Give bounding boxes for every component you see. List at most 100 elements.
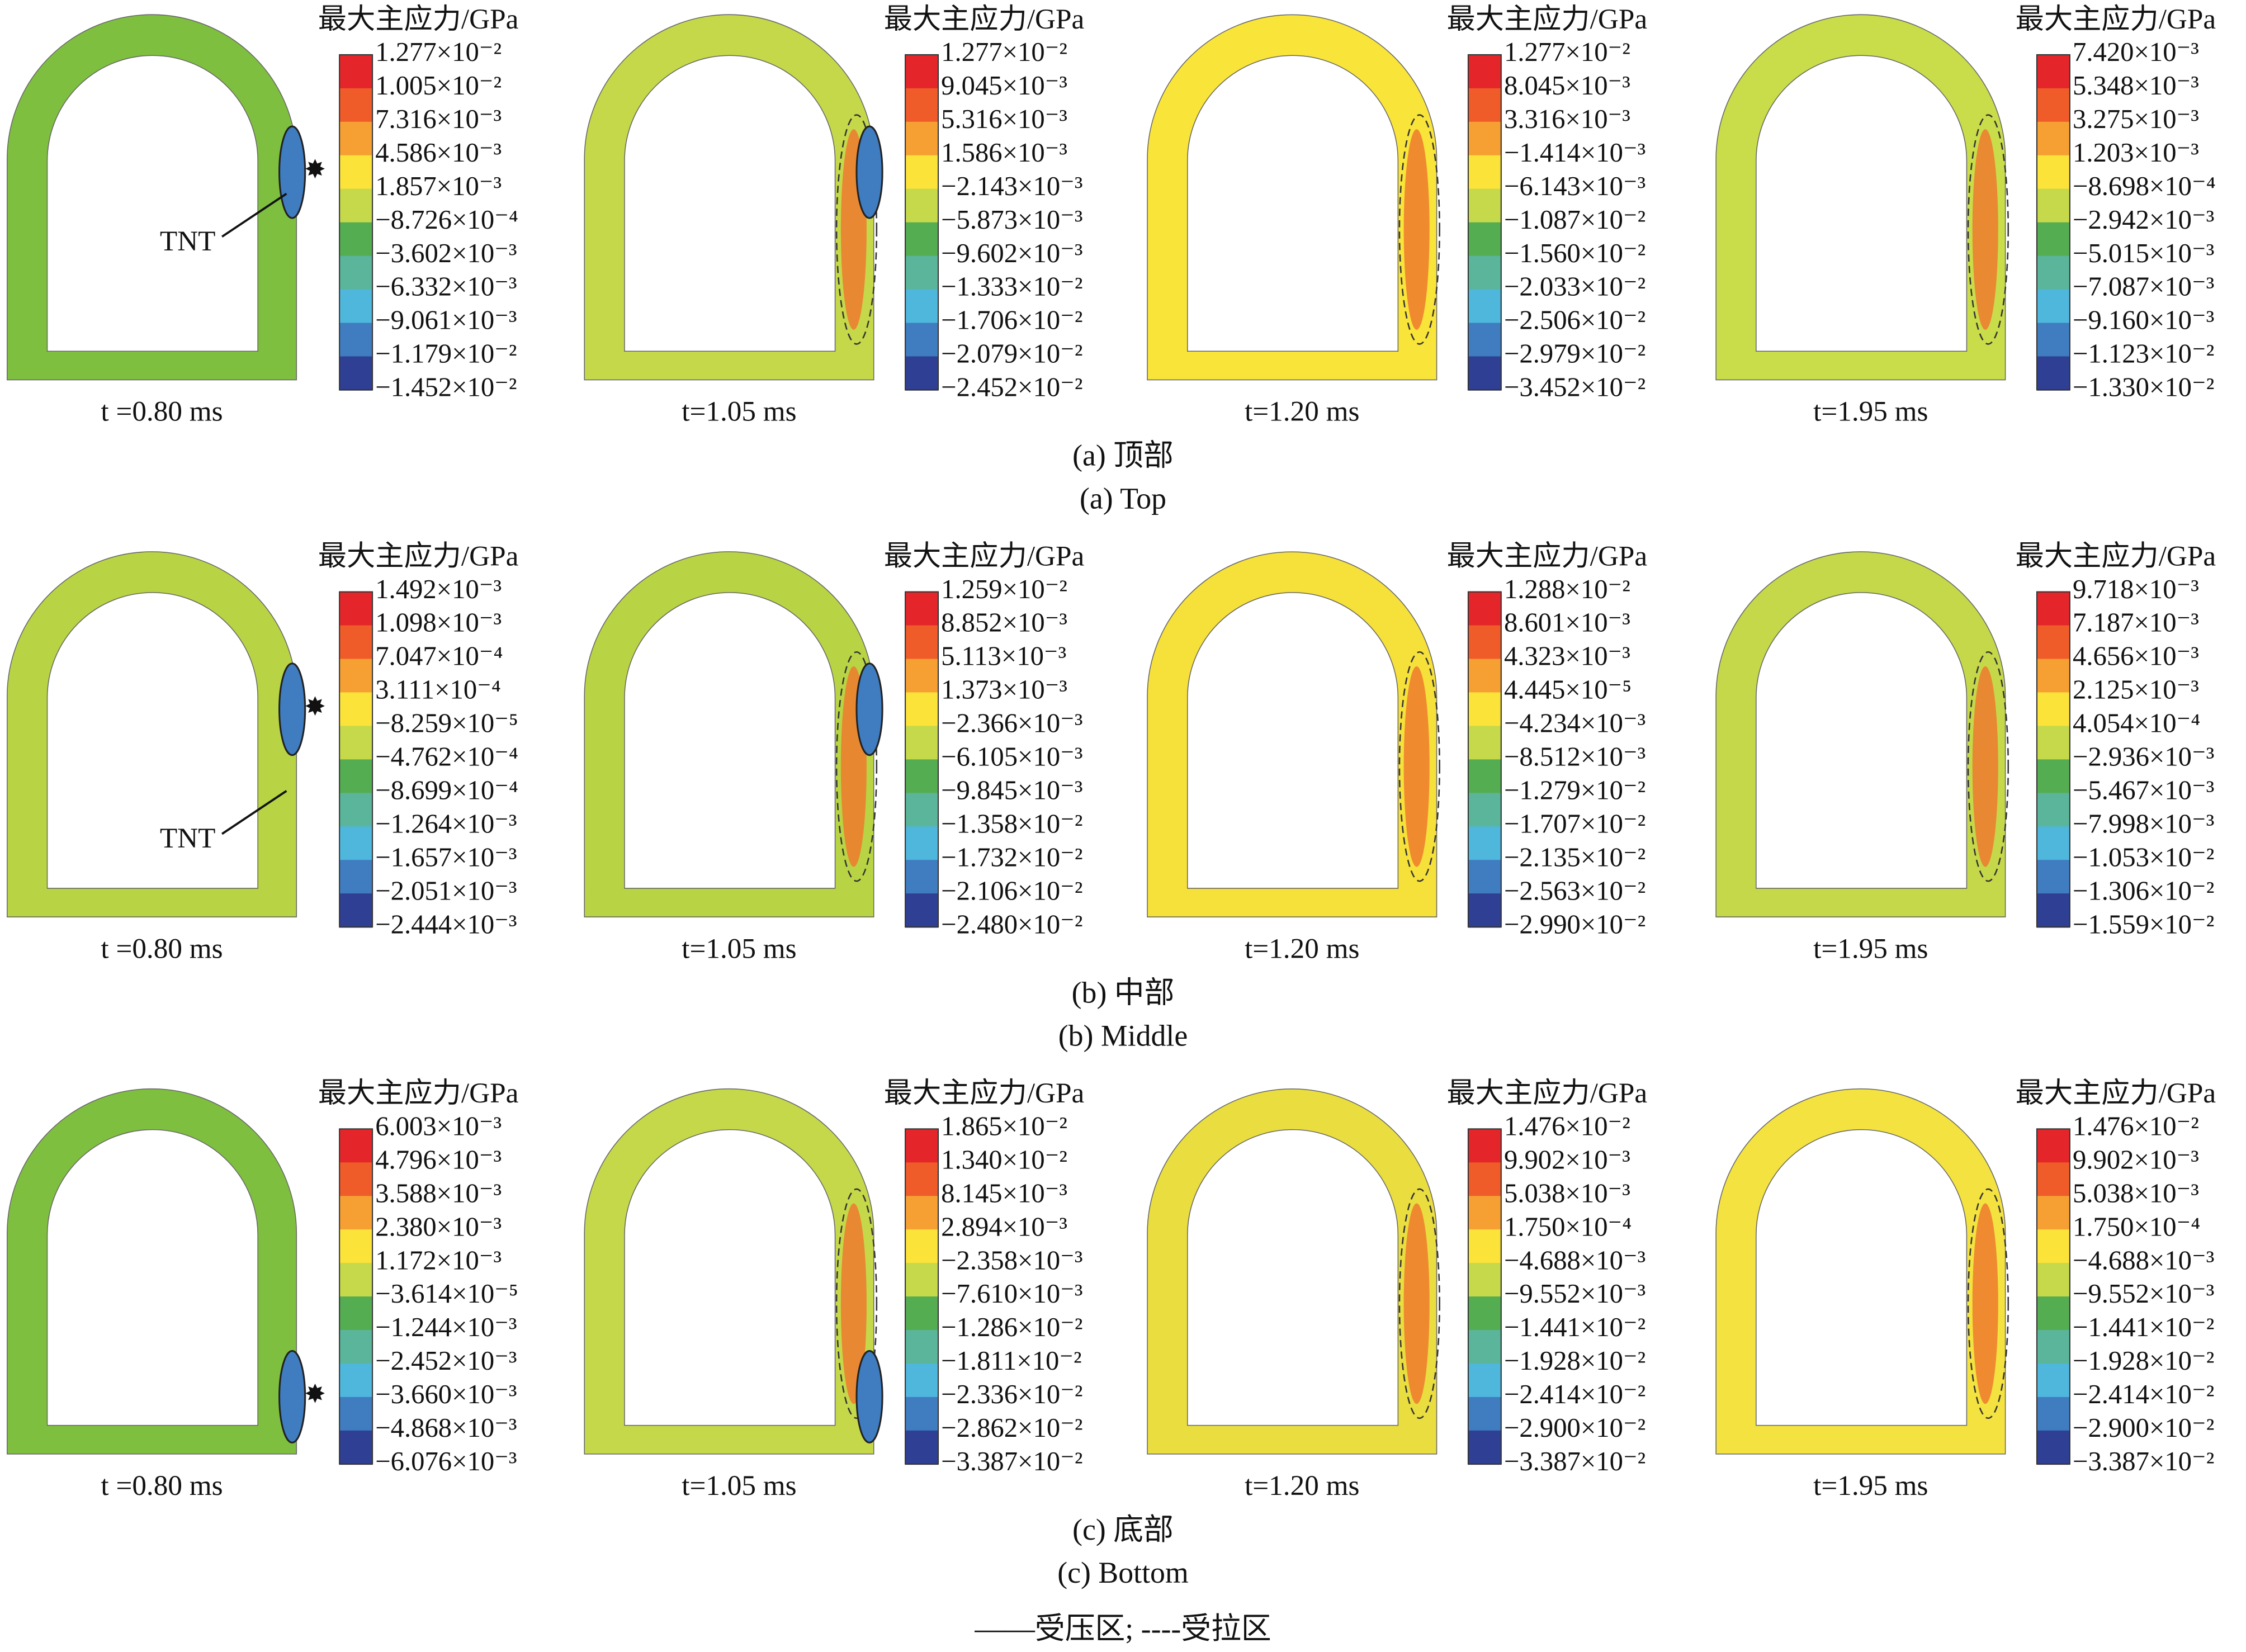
colorbar-tick-label: −2.900×10⁻² — [1504, 1413, 1646, 1443]
time-label: t=1.95 ms — [1813, 1470, 1928, 1502]
colorbar-band — [2036, 1397, 2070, 1432]
colorbar-tick-label: −6.076×10⁻³ — [375, 1446, 517, 1476]
time-label: t=1.05 ms — [682, 1470, 796, 1502]
colorbar-band — [905, 1229, 939, 1264]
colorbar-band — [905, 1397, 939, 1432]
tension-zone — [835, 1188, 878, 1419]
colorbar-frame — [1467, 591, 1502, 928]
colorbar-band — [905, 188, 939, 223]
colorbar-tick-label: −8.699×10⁻⁴ — [375, 775, 518, 805]
colorbar-band — [2036, 222, 2070, 257]
panel: ✸ 6.003×10⁻³4.796×10⁻³3.588×10⁻³2.380×10⁻… — [7, 1077, 519, 1502]
colorbar-tick-label: −1.441×10⁻² — [2073, 1312, 2214, 1342]
colorbar-band — [339, 625, 373, 660]
colorbar-tick-label: −1.179×10⁻² — [375, 339, 517, 369]
colorbar-band — [2036, 255, 2070, 290]
colorbar-band — [1468, 1397, 1501, 1432]
caption-cn: (b) 中部 — [1072, 976, 1175, 1009]
colorbar-band — [905, 255, 939, 290]
colorbar-tick-label: −1.707×10⁻² — [1504, 808, 1646, 839]
colorbar-band — [2036, 1129, 2070, 1163]
tension-zone — [1967, 1188, 2009, 1419]
caption-en: (c) Bottom — [1057, 1556, 1189, 1589]
colorbar-title: 最大主应力/GPa — [884, 540, 1085, 572]
colorbar-band — [1468, 1330, 1501, 1365]
colorbar-tick-label: −1.441×10⁻² — [1504, 1312, 1646, 1342]
colorbar-tick-label: −9.602×10⁻³ — [941, 238, 1082, 268]
colorbar-tick-label: −7.610×10⁻³ — [941, 1279, 1082, 1309]
colorbar-frame — [905, 591, 939, 928]
colorbar-tick-label: −2.563×10⁻² — [1504, 875, 1646, 906]
tension-zone — [1398, 114, 1440, 345]
colorbar-band — [339, 1196, 373, 1230]
colorbar-band — [1468, 659, 1501, 693]
colorbar-tick-label: −1.657×10⁻³ — [375, 842, 517, 872]
colorbar-title: 最大主应力/GPa — [2016, 540, 2216, 572]
colorbar-tick-label: −5.873×10⁻³ — [941, 205, 1082, 235]
colorbar-tick-label: 1.277×10⁻² — [1504, 37, 1630, 67]
colorbar-tick-label: 4.445×10⁻⁵ — [1504, 675, 1632, 705]
time-label: t=1.95 ms — [1813, 396, 1928, 428]
time-label: t=1.05 ms — [682, 396, 796, 428]
colorbar-tick-label: 9.902×10⁻³ — [1504, 1144, 1630, 1175]
colorbar-band — [905, 88, 939, 123]
colorbar-band — [905, 121, 939, 157]
colorbar-band — [905, 1363, 939, 1398]
colorbar-tick-label: 1.476×10⁻² — [2073, 1111, 2199, 1142]
colorbar-tick-label: −3.660×10⁻³ — [375, 1379, 517, 1409]
colorbar-tick-label: 9.718×10⁻³ — [2073, 574, 2199, 604]
colorbar-tick-label: 9.045×10⁻³ — [941, 70, 1067, 101]
colorbar-band — [1468, 1430, 1501, 1465]
colorbar-band — [2036, 188, 2070, 223]
colorbar-tick-label: −2.143×10⁻³ — [941, 171, 1082, 201]
annotation: TNT — [160, 822, 216, 854]
colorbar-band — [905, 1330, 939, 1365]
colorbar-band — [2036, 1430, 2070, 1465]
panel: 1.277×10⁻²9.045×10⁻³5.316×10⁻³ 1.586×10⁻³… — [584, 3, 1085, 428]
colorbar-tick-label: 1.857×10⁻³ — [375, 171, 502, 201]
panel: 9.718×10⁻³ 7.187×10⁻³4.656×10⁻³ 2.125×10⁻³… — [1715, 540, 2216, 964]
colorbar-tick-label: −6.332×10⁻³ — [375, 272, 517, 302]
colorbar-tick-label: 4.323×10⁻³ — [1504, 641, 1630, 671]
panel: 1.277×10⁻²8.045×10⁻³3.316×10⁻³ −1.414×10⁻… — [1147, 3, 1647, 428]
colorbar-tick-label: −9.160×10⁻³ — [2073, 305, 2214, 335]
colorbar-tick-label: −4.688×10⁻³ — [2073, 1245, 2214, 1275]
colorbar-band — [339, 860, 373, 894]
colorbar-band — [339, 1162, 373, 1197]
colorbar-tick-label: −2.900×10⁻² — [2073, 1413, 2214, 1443]
colorbar-tick-label: −1.811×10⁻² — [941, 1346, 1081, 1376]
colorbar-tick-label: 3.275×10⁻³ — [2073, 104, 2199, 134]
annotation: TNT — [160, 225, 216, 257]
colorbar-tick-label: 4.586×10⁻³ — [375, 138, 502, 168]
colorbar-tick-label: −1.358×10⁻² — [941, 808, 1082, 839]
colorbar-tick-label: −2.414×10⁻² — [1504, 1379, 1646, 1409]
stress-patch — [1403, 129, 1430, 330]
tension-zone — [1398, 651, 1440, 882]
colorbar-title: 最大主应力/GPa — [318, 1077, 519, 1109]
colorbar-tick-label: −1.264×10⁻³ — [375, 808, 517, 839]
colorbar-tick-label: 7.316×10⁻³ — [375, 104, 502, 134]
colorbar-tick-label: −2.936×10⁻³ — [2073, 742, 2214, 772]
colorbar-tick-label: −3.452×10⁻² — [1504, 372, 1646, 403]
colorbar-tick-label: −2.079×10⁻² — [941, 339, 1082, 369]
colorbar-tick-label: −5.015×10⁻³ — [2073, 238, 2214, 268]
colorbar-tick-label: −5.467×10⁻³ — [2073, 775, 2214, 805]
colorbar-frame — [1467, 54, 1502, 391]
colorbar-tick-label: −9.845×10⁻³ — [941, 775, 1082, 805]
colorbar-band — [339, 1430, 373, 1465]
colorbar-band — [2036, 1363, 2070, 1398]
colorbar-band — [905, 826, 939, 861]
colorbar-band — [339, 1330, 373, 1365]
colorbar-title: 最大主应力/GPa — [884, 1077, 1085, 1109]
colorbar-band — [2036, 860, 2070, 894]
colorbar-band — [339, 1363, 373, 1398]
colorbar-tick-label: −9.552×10⁻³ — [2073, 1279, 2214, 1309]
colorbar-tick-label: 8.045×10⁻³ — [1504, 70, 1630, 101]
colorbar-frame — [339, 54, 373, 391]
colorbar-tick-label: 1.865×10⁻² — [941, 1111, 1067, 1142]
colorbar-band — [339, 1397, 373, 1432]
colorbar-tick-label: −8.512×10⁻³ — [1504, 742, 1646, 772]
colorbar-band — [2036, 1263, 2070, 1298]
colorbar-band — [339, 121, 373, 157]
time-label: t=1.20 ms — [1245, 932, 1359, 964]
